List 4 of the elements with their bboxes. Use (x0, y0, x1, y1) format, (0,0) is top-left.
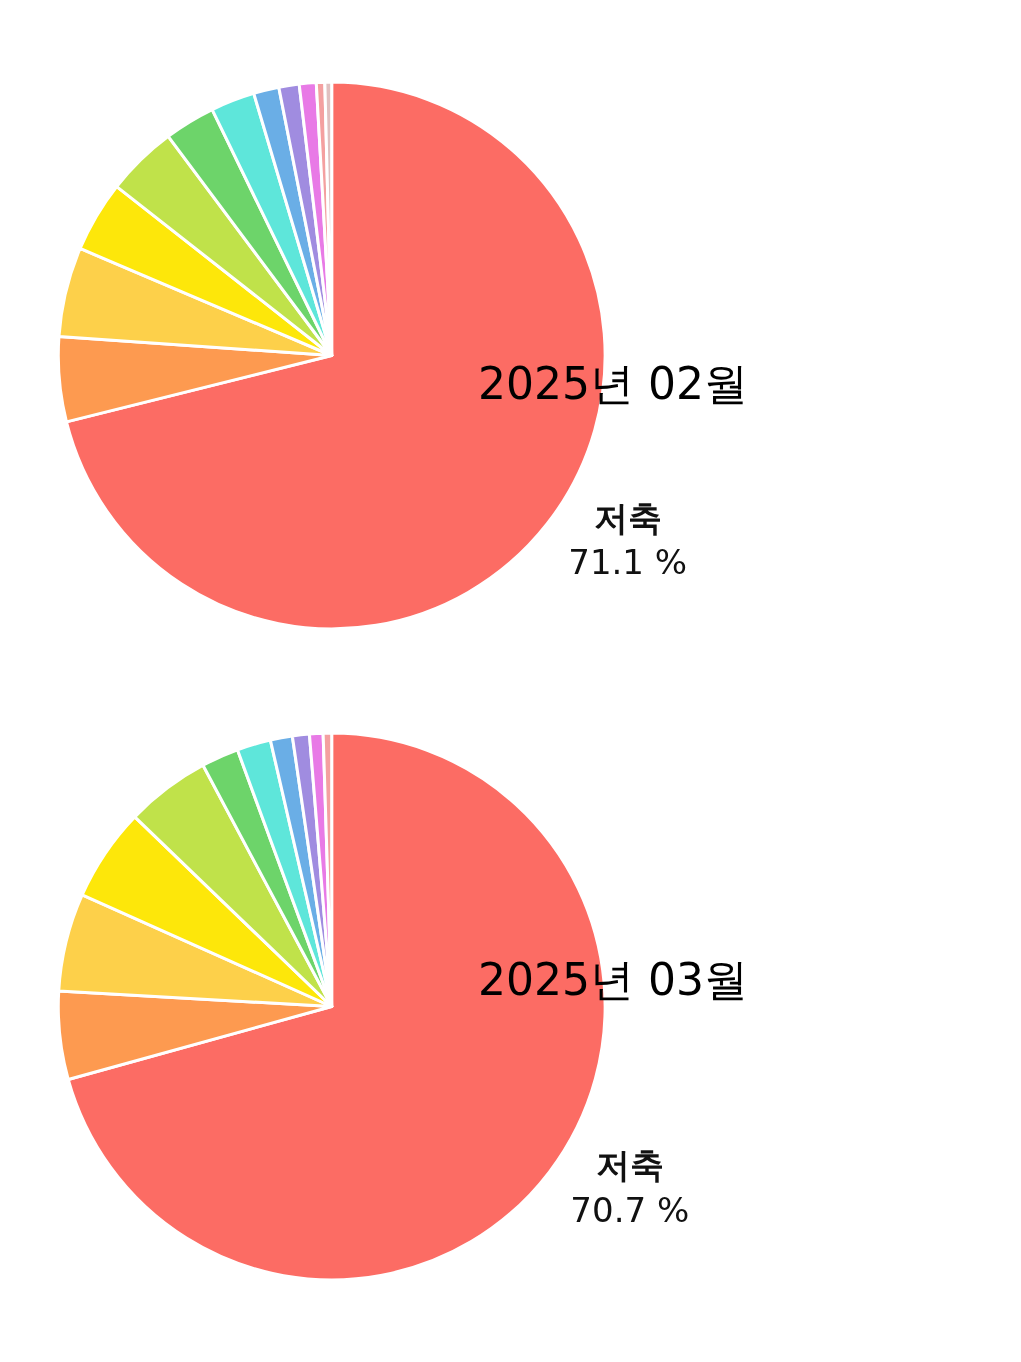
data-label: 70.7 % (570, 1189, 690, 1230)
data-label: 71.1 % (568, 541, 688, 582)
slice-label: 저축 (595, 1145, 664, 1186)
slice-label: 저축 (593, 497, 662, 538)
